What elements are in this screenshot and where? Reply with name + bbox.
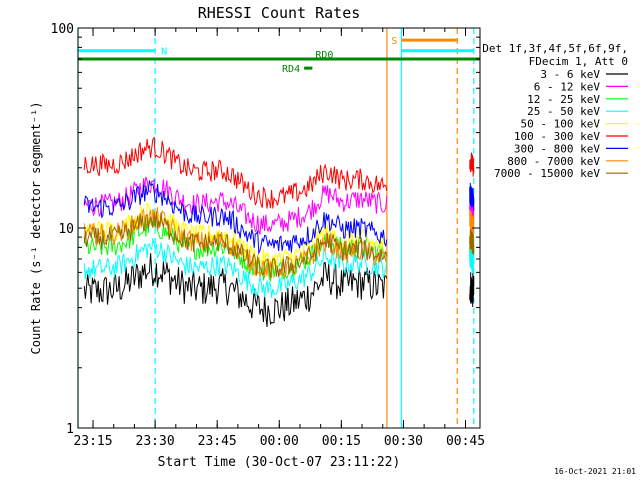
legend-label-2: 12 - 25 keV: [527, 93, 600, 106]
legend-label-4: 50 - 100 keV: [521, 118, 601, 131]
series-line-6: [83, 180, 388, 255]
series-line-5: [83, 136, 388, 209]
series-line-resume-7: [469, 210, 475, 235]
annotation-label-0: N: [161, 47, 167, 58]
x-tick-label-2: 23:45: [198, 434, 237, 449]
footer-timestamp: 16-Oct-2021 21:01: [554, 467, 636, 476]
x-axis-label: Start Time (30-Oct-07 23:11:22): [158, 455, 401, 470]
series-line-resume-3: [469, 248, 475, 274]
x-tick-label-3: 00:00: [260, 434, 299, 449]
annotations-layer: N S RD0 RD4: [78, 36, 480, 75]
series-line-resume-8: [469, 228, 475, 255]
legend-header-0: Det 1f,3f,4f,5f,6f,9f,: [482, 42, 628, 55]
annotation-label-3: RD0: [315, 50, 333, 61]
series-line-0: [83, 253, 388, 328]
annotation-label-4: RD4: [282, 64, 300, 75]
legend-header-1: FDecim 1, Att 0: [529, 55, 628, 68]
y-tick-label-1: 10: [58, 222, 74, 237]
legend-label-7: 800 - 7000 keV: [507, 155, 600, 168]
legend-label-5: 100 - 300 keV: [514, 130, 600, 143]
legend-label-8: 7000 - 15000 keV: [494, 167, 600, 180]
x-tick-label-0: 23:15: [73, 434, 112, 449]
x-tick-label-6: 00:45: [446, 434, 485, 449]
axes-layer: 23:15 23:30 23:45 00:00 00:15 00:30 00:45 1 10 10…: [51, 22, 486, 449]
y-axis-label: Count Rate (s⁻¹ detector segment⁻¹): [29, 102, 43, 355]
series-line-resume-5: [469, 152, 475, 177]
x-tick-label-4: 00:15: [322, 434, 361, 449]
annotation-label-2: S: [391, 36, 397, 47]
y-tick-label-2: 100: [51, 22, 74, 37]
series-line-resume-6: [469, 182, 475, 211]
x-tick-label-1: 23:30: [136, 434, 175, 449]
series-layer: [83, 136, 475, 328]
legend-label-0: 3 - 6 keV: [540, 68, 600, 81]
series-line-8: [83, 211, 388, 279]
legend-label-3: 25 - 50 keV: [527, 105, 600, 118]
series-line-1: [83, 176, 388, 235]
x-tick-label-5: 00:30: [384, 434, 423, 449]
legend: Det 1f,3f,4f,5f,6f,9f,FDecim 1, Att 03 -…: [482, 42, 628, 180]
series-line-resume-0: [469, 272, 475, 308]
legend-label-1: 6 - 12 keV: [534, 80, 601, 93]
chart-title: RHESSI Count Rates: [198, 4, 361, 22]
legend-label-6: 300 - 800 keV: [514, 142, 600, 155]
y-tick-label-0: 1: [66, 422, 74, 437]
